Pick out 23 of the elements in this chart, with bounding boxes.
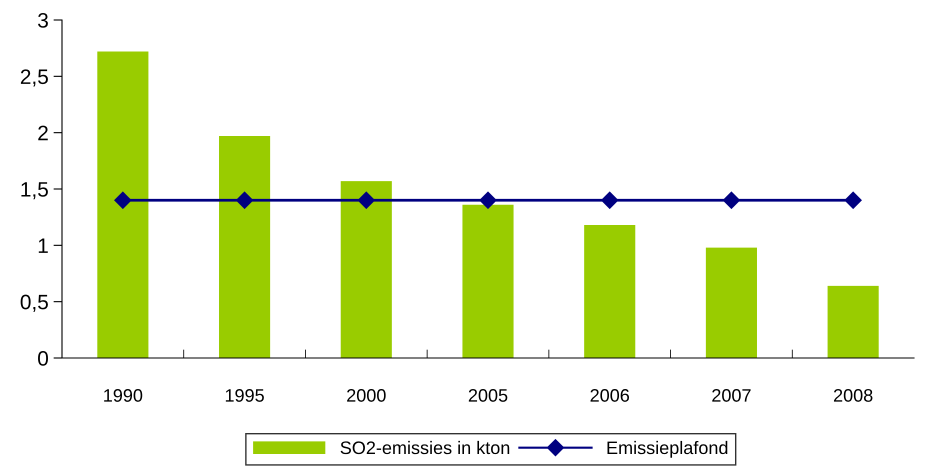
y-tick-label: 0 <box>38 351 48 366</box>
y-tick-label: 3 <box>38 13 48 28</box>
x-tick-label: 1995 <box>226 389 264 402</box>
bar <box>584 225 636 358</box>
y-tick-label: 2 <box>38 126 48 140</box>
x-tick-label: 2008 <box>834 389 872 402</box>
bar <box>462 204 514 358</box>
y-tick-label: 2,5 <box>20 69 48 87</box>
x-tick-label: 2005 <box>468 389 508 402</box>
x-tick-label: 2006 <box>590 389 630 402</box>
legend-label: Emissieplafond <box>608 440 728 458</box>
y-tick-label: 1 <box>38 238 48 253</box>
bar <box>706 248 757 358</box>
bar <box>219 136 270 358</box>
x-tick-label: 2000 <box>347 389 386 402</box>
bar <box>340 181 392 358</box>
bar <box>828 286 879 358</box>
y-tick-label: 0,5 <box>20 294 48 312</box>
legend-label: SO2-emissies in kton <box>340 440 510 454</box>
y-tick-label: 1,5 <box>21 182 48 200</box>
x-tick-label: 2007 <box>712 389 751 402</box>
bar <box>97 52 148 358</box>
x-tick-label: 1990 <box>104 389 142 402</box>
